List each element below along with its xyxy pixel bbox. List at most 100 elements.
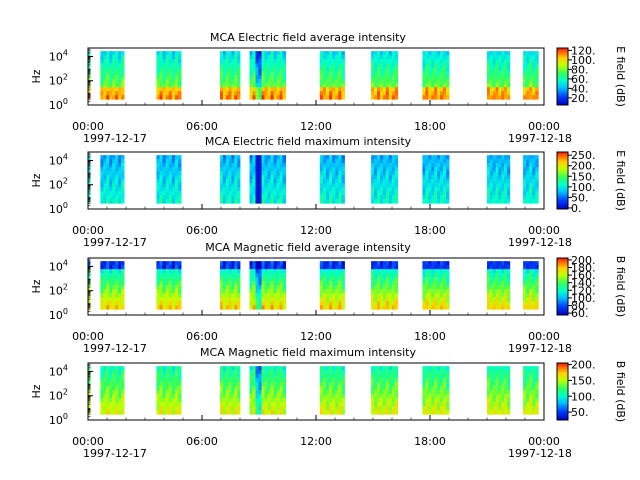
spectrogram-cell <box>261 269 265 274</box>
spectrogram-cell <box>371 398 375 403</box>
spectrogram-cell <box>261 155 265 160</box>
spectrogram-cell <box>279 305 283 310</box>
spectrogram-cell <box>234 261 238 266</box>
spectrogram-cell <box>385 199 390 204</box>
spectrogram-cell <box>319 183 324 188</box>
spectrogram-cell <box>431 75 435 80</box>
spectrogram-cell <box>118 285 122 290</box>
spectrogram-cell <box>171 195 176 200</box>
spectrogram-cell <box>487 91 491 96</box>
spectrogram-cell <box>118 382 122 387</box>
spectrogram-cell <box>231 406 235 411</box>
spectrogram-cell <box>115 59 119 64</box>
spectrogram-cell <box>109 406 113 411</box>
spectrogram-cell <box>391 163 396 168</box>
spectrogram-cell <box>171 301 176 306</box>
spectrogram-cell <box>228 71 232 76</box>
spectrogram-cell <box>431 386 435 391</box>
spectrogram-cell <box>325 394 330 399</box>
spectrogram-cell <box>504 394 508 399</box>
spectrogram-cell <box>252 171 256 176</box>
spectrogram-cell <box>222 402 227 407</box>
spectrogram-cell <box>109 382 113 387</box>
spectrogram-cell <box>526 269 530 274</box>
spectrogram-cell <box>174 374 179 379</box>
spectrogram-cell <box>489 297 494 302</box>
spectrogram-cell <box>329 159 333 164</box>
spectrogram-cell <box>437 273 441 278</box>
spectrogram-cell <box>255 297 259 302</box>
spectrogram-cell <box>264 183 268 188</box>
spectrogram-cell <box>165 75 170 80</box>
spectrogram-cell <box>178 59 182 64</box>
spectrogram-cell <box>168 83 173 88</box>
spectrogram-cell <box>489 265 494 270</box>
spectrogram-cell <box>225 87 229 92</box>
spectrogram-cell <box>332 406 336 411</box>
spectrogram-cell <box>178 277 182 282</box>
spectrogram-cell <box>431 305 435 310</box>
spectrogram-cell <box>335 183 339 188</box>
spectrogram-cell <box>434 71 438 76</box>
spectrogram-cell <box>264 155 268 160</box>
spectrogram-cell <box>156 378 160 383</box>
spectrogram-cell <box>506 293 511 298</box>
spectrogram-cell <box>322 289 327 294</box>
spectrogram-cell <box>428 95 432 100</box>
spectrogram-cell <box>329 71 333 76</box>
spectrogram-cell <box>220 67 224 72</box>
spectrogram-cell <box>325 159 330 164</box>
spectrogram-cell <box>377 410 381 415</box>
spectrogram-cell <box>279 289 283 294</box>
spectrogram-cell <box>535 277 539 282</box>
spectrogram-cell <box>159 155 163 160</box>
spectrogram-cell <box>374 187 378 192</box>
spectrogram-cell <box>109 261 113 266</box>
spectrogram-cell <box>109 79 113 84</box>
spectrogram-cell <box>100 410 104 415</box>
spectrogram-cell <box>385 374 390 379</box>
spectrogram-cell <box>329 277 333 282</box>
spectrogram-cell <box>535 398 539 403</box>
spectrogram-cell <box>171 386 176 391</box>
spectrogram-cell <box>225 382 229 387</box>
spectrogram-cell <box>234 91 238 96</box>
spectrogram-cell <box>178 51 182 56</box>
spectrogram-cell <box>379 167 384 172</box>
spectrogram-cell <box>385 269 390 274</box>
spectrogram-cell <box>379 75 384 80</box>
spectrogram-cell <box>325 378 330 383</box>
spectrogram-cell <box>382 281 387 286</box>
spectrogram-cell <box>319 79 324 84</box>
spectrogram-cell <box>106 265 110 270</box>
spectrogram-cell <box>495 390 499 395</box>
spectrogram-cell <box>391 159 396 164</box>
spectrogram-cell <box>279 195 283 200</box>
spectrogram-cell <box>231 402 235 407</box>
spectrogram-cell <box>388 175 393 180</box>
spectrogram-cell <box>504 75 508 80</box>
spectrogram-cell <box>282 301 286 306</box>
spectrogram-cell <box>385 87 390 92</box>
spectrogram-cell <box>443 402 447 407</box>
spectrogram-cell <box>276 394 280 399</box>
spectrogram-cell <box>220 63 224 68</box>
spectrogram-cell <box>103 95 107 100</box>
spectrogram-cell <box>440 71 444 76</box>
spectrogram-cell <box>495 167 499 172</box>
spectrogram-cell <box>231 293 235 298</box>
spectrogram-cell <box>174 390 179 395</box>
spectrogram-cell <box>178 390 182 395</box>
spectrogram-cell <box>118 183 122 188</box>
spectrogram-cell <box>501 171 505 176</box>
spectrogram-cell <box>379 71 384 76</box>
spectrogram-cell <box>532 159 536 164</box>
spectrogram-cell <box>255 155 259 160</box>
spectrogram-cell <box>267 366 271 371</box>
spectrogram-cell <box>329 402 333 407</box>
spectrogram-cell <box>234 301 238 306</box>
spectrogram-cell <box>385 79 390 84</box>
spectrogram-cell <box>319 293 324 298</box>
spectrogram-cell <box>523 155 527 160</box>
spectrogram-cell <box>322 167 327 172</box>
